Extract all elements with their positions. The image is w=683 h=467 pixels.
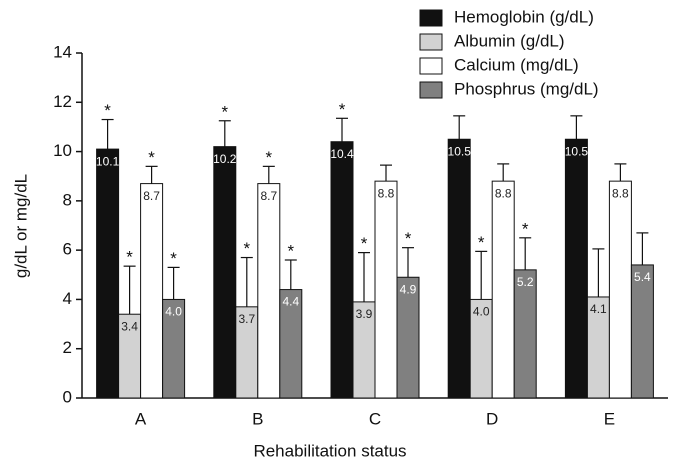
value-label: 5.2 xyxy=(517,275,534,289)
value-label: 10.1 xyxy=(96,154,120,168)
bar xyxy=(564,138,588,399)
legend-swatch xyxy=(419,81,443,99)
bar xyxy=(608,180,632,399)
x-axis-label: Rehabilitation status xyxy=(253,441,406,460)
value-label: 5.4 xyxy=(634,270,651,284)
y-tick-label: 6 xyxy=(63,240,72,259)
significance-marker: * xyxy=(104,101,111,120)
significance-marker: * xyxy=(170,249,177,268)
x-tick-label: D xyxy=(486,409,498,428)
bar xyxy=(257,183,281,399)
legend-label: Calcium (mg/dL) xyxy=(454,55,579,74)
significance-marker: * xyxy=(148,148,155,167)
y-tick-label: 8 xyxy=(63,190,72,209)
bar xyxy=(140,183,164,399)
legend-label: Albumin (g/dL) xyxy=(454,31,565,50)
bar xyxy=(279,289,303,399)
value-label: 8.8 xyxy=(495,186,512,200)
legend-label: Hemoglobin (g/dL) xyxy=(454,7,594,26)
bar xyxy=(162,298,186,399)
bar xyxy=(447,138,471,399)
bar xyxy=(374,180,398,399)
significance-marker: * xyxy=(405,229,412,248)
bar xyxy=(213,146,237,399)
value-label: 10.4 xyxy=(330,147,354,161)
legend-label: Phosphrus (mg/dL) xyxy=(454,79,599,98)
y-tick-label: 12 xyxy=(53,92,72,111)
bar xyxy=(513,269,537,399)
significance-marker: * xyxy=(243,239,250,258)
legend-swatch xyxy=(419,57,443,75)
significance-marker: * xyxy=(287,241,294,260)
legend-swatch xyxy=(419,33,443,51)
value-label: 3.4 xyxy=(121,319,138,333)
x-tick-label: A xyxy=(135,409,147,428)
significance-marker: * xyxy=(478,233,485,252)
legend-swatch xyxy=(419,9,443,27)
bar xyxy=(96,148,120,399)
value-label: 8.8 xyxy=(378,186,395,200)
bar xyxy=(491,180,515,399)
y-tick-label: 2 xyxy=(63,338,72,357)
significance-marker: * xyxy=(221,102,228,121)
value-label: 8.7 xyxy=(143,189,160,203)
y-tick-label: 4 xyxy=(63,289,72,308)
value-label: 4.9 xyxy=(400,282,417,296)
value-label: 4.1 xyxy=(590,302,607,316)
y-axis-label: g/dL or mg/dL xyxy=(11,174,30,278)
value-label: 4.0 xyxy=(165,305,182,319)
value-label: 3.9 xyxy=(356,307,373,321)
significance-marker: * xyxy=(126,248,133,267)
y-tick-label: 0 xyxy=(63,387,72,406)
x-tick-label: C xyxy=(369,409,381,428)
y-tick-label: 10 xyxy=(53,141,72,160)
value-label: 8.7 xyxy=(260,189,277,203)
value-label: 10.2 xyxy=(213,152,237,166)
value-label: 4.0 xyxy=(473,305,490,319)
value-label: 4.4 xyxy=(282,295,299,309)
bar xyxy=(630,264,654,399)
value-label: 10.5 xyxy=(448,144,472,158)
significance-marker: * xyxy=(265,148,272,167)
value-label: 8.8 xyxy=(612,186,629,200)
value-label: 3.7 xyxy=(238,312,255,326)
bar xyxy=(396,276,420,399)
x-tick-label: B xyxy=(252,409,263,428)
significance-marker: * xyxy=(522,219,529,238)
bar xyxy=(330,141,354,399)
y-tick-label: 14 xyxy=(53,42,72,61)
significance-marker: * xyxy=(339,100,346,119)
significance-marker: * xyxy=(361,234,368,253)
value-label: 10.5 xyxy=(565,144,589,158)
x-tick-label: E xyxy=(604,409,615,428)
